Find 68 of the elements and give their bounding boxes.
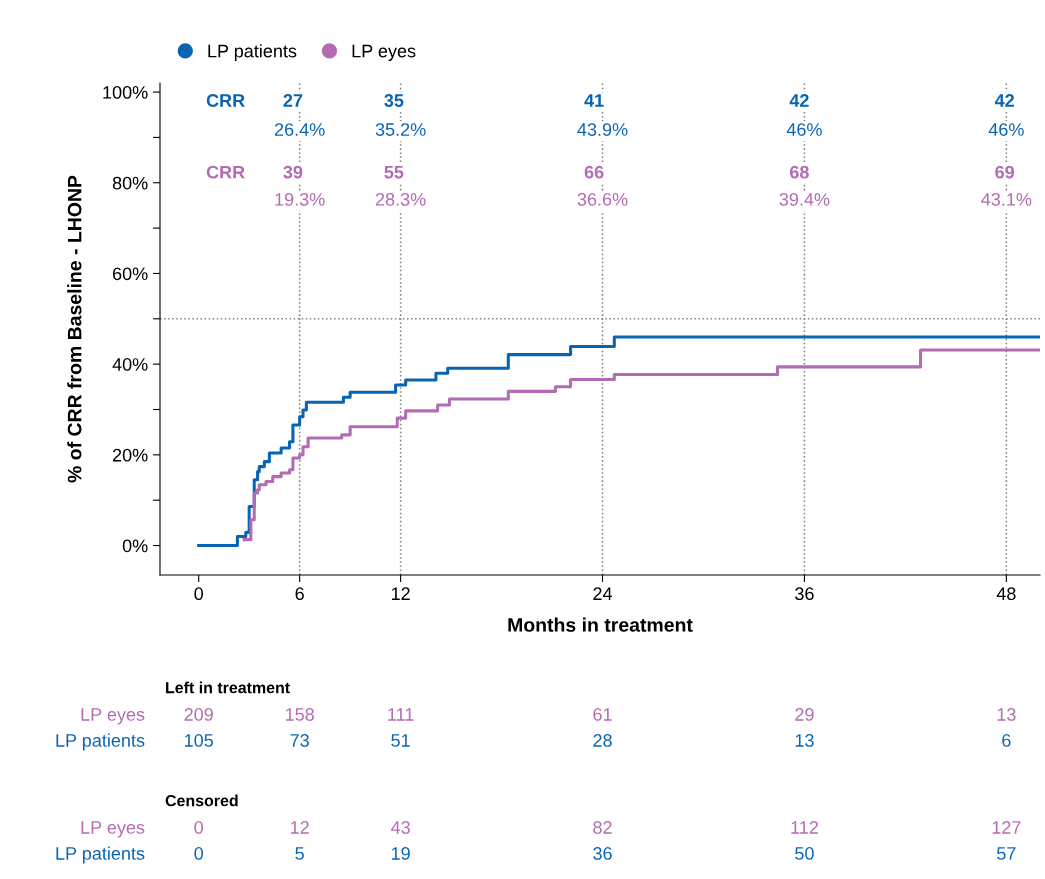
x-tick-label: 48	[996, 587, 1016, 601]
text: 105	[185, 734, 214, 747]
annotation: 35.2%	[375, 123, 426, 136]
annotation: 39	[283, 165, 303, 179]
y-tick-label: 100%	[103, 86, 148, 99]
text: 209	[184, 708, 213, 721]
annotation: 41	[584, 94, 604, 107]
annotation: 69	[995, 165, 1015, 179]
annotation: 26.4%	[274, 123, 325, 136]
annotation: 28.3%	[375, 192, 426, 206]
x-tick-label: 24	[593, 587, 613, 600]
text: 57	[997, 847, 1016, 860]
x-tick-label: 0	[194, 587, 204, 601]
annotation: 19.3%	[275, 192, 325, 206]
text: 36	[593, 847, 612, 860]
x-tick-label: 6	[295, 587, 304, 601]
text: LP eyes	[81, 821, 145, 838]
x-tick-label: 36	[795, 587, 814, 601]
text: 12	[290, 821, 309, 834]
annotation: 46%	[988, 123, 1024, 136]
annotation: 39.4%	[779, 192, 830, 206]
annotation: 66	[584, 165, 604, 179]
annotation: 35	[384, 94, 404, 107]
y-tick-label: 20%	[112, 448, 148, 462]
text: 28	[593, 734, 612, 747]
text: 5	[295, 847, 304, 860]
text: 50	[795, 847, 814, 860]
annotation: CRR	[206, 94, 245, 107]
text: LP patients	[56, 733, 145, 751]
text: 73	[290, 734, 309, 747]
text: 0	[194, 847, 204, 860]
y-tick-label: 60%	[112, 267, 148, 281]
text: 127	[992, 821, 1021, 834]
text: Censored	[165, 794, 238, 807]
text: 82	[593, 821, 612, 834]
text: 112	[791, 821, 818, 834]
text: 158	[285, 708, 314, 721]
x-axis-title: Months in treatment	[508, 617, 693, 632]
legend-label: LP patients	[208, 44, 297, 62]
x-tick-label: 12	[391, 587, 410, 600]
annotation: 42	[789, 94, 809, 107]
annotation: 27	[283, 94, 303, 107]
annotation: 43.1%	[981, 192, 1032, 206]
annotation: 36.6%	[577, 192, 628, 206]
text: Left in treatment	[166, 681, 290, 694]
text: 29	[795, 708, 814, 721]
legend-label: LP eyes	[352, 44, 416, 62]
text: 0	[194, 821, 204, 834]
text: 43	[390, 821, 410, 834]
text: 6	[1002, 734, 1011, 747]
annotation: 68	[790, 165, 809, 179]
text: LP patients	[56, 846, 145, 864]
annotation: 43.9%	[577, 123, 628, 136]
text: 111	[388, 708, 414, 721]
text: LP eyes	[81, 708, 145, 725]
text: 51	[391, 734, 410, 747]
text: 13	[795, 734, 814, 747]
annotation: 55	[384, 165, 404, 179]
text: 13	[997, 708, 1016, 721]
y-tick-label: 80%	[112, 176, 148, 190]
text: 19	[391, 847, 410, 860]
annotation: 46%	[786, 123, 822, 136]
annotation: 42	[994, 94, 1014, 107]
text: 61	[593, 708, 612, 721]
y-axis-title: % of CRR from Baseline - LHONP	[67, 175, 82, 483]
y-tick-label: 40%	[112, 358, 148, 371]
y-tick-label: 0%	[122, 539, 148, 553]
annotation: CRR	[206, 165, 245, 179]
